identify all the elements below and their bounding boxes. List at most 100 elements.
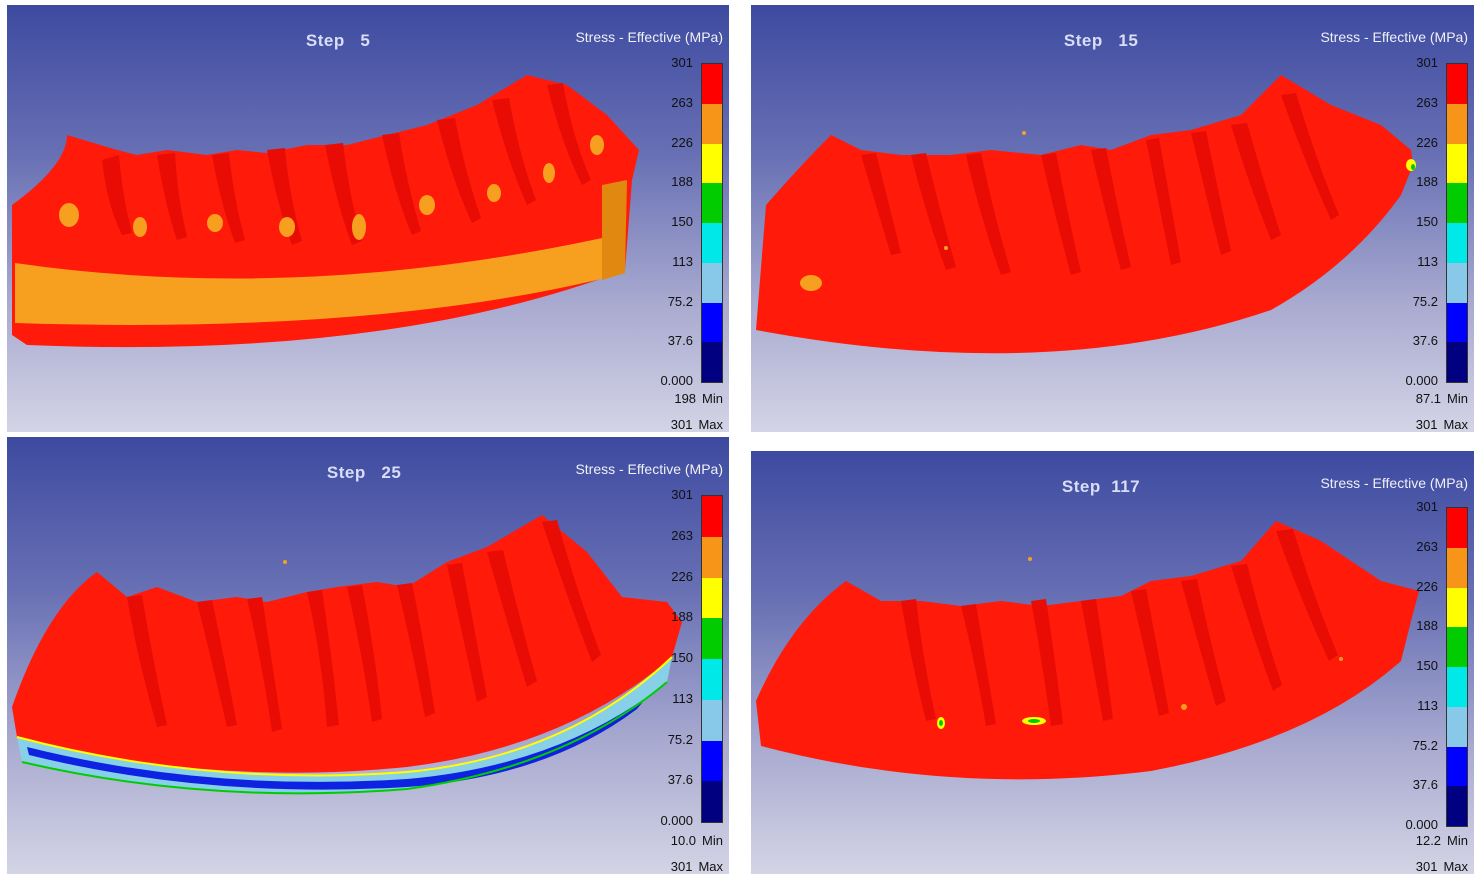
legend-tick-label: 263: [1416, 538, 1438, 554]
legend-tick-label: 188: [671, 174, 693, 190]
min-label: Min: [1447, 391, 1468, 406]
legend-color-segment: [702, 496, 722, 537]
step-title: Step 25: [306, 443, 401, 503]
step-title: Step 15: [1043, 11, 1138, 71]
min-value: 87.1: [1415, 391, 1442, 406]
legend-color-segment: [702, 143, 722, 184]
legend-tick-label: 150: [1416, 214, 1438, 229]
gear-stress-view[interactable]: [7, 5, 729, 432]
step-number: 5: [360, 31, 371, 50]
gear-stress-view[interactable]: [7, 437, 729, 874]
color-legend-bar: [1446, 507, 1468, 827]
legend-color-segment: [1447, 183, 1467, 223]
legend-color-segment: [702, 781, 722, 822]
legend-tick-label: 150: [1416, 658, 1438, 673]
legend-color-segment: [1447, 302, 1467, 343]
legend-color-segment: [702, 262, 722, 303]
legend-tick-label: 188: [1416, 618, 1438, 634]
legend-tick-label: 75.2: [667, 293, 693, 309]
legend-color-segment: [1447, 587, 1467, 628]
legend-tick-label: 0.000: [1405, 817, 1438, 832]
min-value: 12.2: [1415, 833, 1442, 848]
simulation-panel-step-25[interactable]: Step 25 Stress - Effective (MPa) 10.0 Min…: [7, 437, 729, 874]
gear-stress-view[interactable]: [751, 451, 1474, 874]
legend-tick-label: 75.2: [667, 731, 693, 747]
legend-title: Stress - Effective (MPa): [575, 461, 723, 477]
max-value: 301: [670, 417, 693, 432]
legend-tick-label: 263: [1416, 94, 1438, 110]
min-readout: 198 Min: [656, 391, 723, 406]
min-label: Min: [702, 833, 723, 848]
color-legend-bar: [1446, 63, 1468, 383]
legend-color-segment: [702, 302, 722, 343]
max-label: Max: [1443, 859, 1468, 874]
legend-tick-label: 226: [1416, 578, 1438, 594]
min-value: 10.0: [670, 833, 697, 848]
legend-tick-label: 226: [671, 134, 693, 150]
legend-tick-label: 75.2: [1412, 293, 1438, 309]
step-title: Step 5: [285, 11, 370, 71]
max-readout: 301 Max: [652, 417, 723, 432]
legend-tick-label: 0.000: [1405, 373, 1438, 388]
legend-color-segment: [702, 618, 722, 659]
step-number: 117: [1111, 477, 1141, 496]
simulation-panel-step-117[interactable]: Step 117 Stress - Effective (MPa) 12.2 Mi…: [751, 451, 1474, 874]
legend-tick-label: 0.000: [660, 373, 693, 388]
max-readout: 301 Max: [1397, 859, 1468, 874]
max-readout: 301 Max: [652, 859, 723, 874]
legend-tick-label: 301: [1416, 55, 1438, 70]
min-readout: 87.1 Min: [1401, 391, 1468, 406]
legend-tick-label: 113: [1417, 253, 1438, 269]
max-value: 301: [670, 859, 693, 874]
legend-color-segment: [702, 183, 722, 223]
step-title: Step 117: [1041, 457, 1140, 517]
legend-tick-label: 37.6: [1412, 777, 1438, 793]
max-label: Max: [1443, 417, 1468, 432]
legend-tick-label: 188: [671, 609, 693, 625]
legend-color-segment: [702, 659, 722, 700]
legend-color-segment: [702, 342, 722, 382]
legend-color-segment: [702, 64, 722, 104]
color-legend-bar: [701, 63, 723, 383]
legend-color-segment: [1447, 262, 1467, 303]
color-legend-bar: [701, 495, 723, 823]
legend-tick-label: 0.000: [660, 813, 693, 828]
legend-tick-label: 150: [671, 214, 693, 229]
legend-tick-label: 75.2: [1412, 737, 1438, 753]
legend-tick-label: 37.6: [667, 772, 693, 788]
legend-tick-label: 188: [1416, 174, 1438, 190]
legend-tick-label: 37.6: [667, 333, 693, 349]
legend-color-segment: [1447, 547, 1467, 588]
max-value: 301: [1415, 417, 1438, 432]
legend-tick-label: 301: [1416, 499, 1438, 514]
legend-color-segment: [1447, 786, 1467, 826]
min-label: Min: [1447, 833, 1468, 848]
legend-color-segment: [1447, 627, 1467, 667]
max-readout: 301 Max: [1397, 417, 1468, 432]
legend-color-segment: [1447, 64, 1467, 104]
step-label: Step: [326, 463, 366, 482]
simulation-panel-step-5[interactable]: Step 5 Stress - Effective (MPa) 198 Min 3…: [7, 5, 729, 432]
step-number: 25: [381, 463, 402, 482]
legend-tick-label: 113: [672, 253, 693, 269]
legend-tick-label: 37.6: [1412, 333, 1438, 349]
legend-color-segment: [702, 740, 722, 782]
legend-tick-label: 150: [671, 650, 693, 665]
legend-tick-label: 263: [671, 527, 693, 543]
legend-color-segment: [1447, 103, 1467, 144]
legend-color-segment: [1447, 706, 1467, 747]
min-readout: 10.0 Min: [656, 833, 723, 848]
step-label: Step: [1061, 477, 1101, 496]
legend-color-segment: [702, 577, 722, 619]
simulation-panel-step-15[interactable]: Step 15 Stress - Effective (MPa) 87.1 Min…: [751, 5, 1474, 432]
gear-stress-view[interactable]: [751, 5, 1474, 432]
step-label: Step: [305, 31, 345, 50]
min-value: 198: [674, 391, 697, 406]
legend-color-segment: [1447, 746, 1467, 787]
legend-title: Stress - Effective (MPa): [1320, 29, 1468, 45]
min-readout: 12.2 Min: [1401, 833, 1468, 848]
legend-tick-label: 226: [671, 568, 693, 584]
legend-title: Stress - Effective (MPa): [575, 29, 723, 45]
legend-color-segment: [702, 536, 722, 578]
max-label: Max: [698, 417, 723, 432]
